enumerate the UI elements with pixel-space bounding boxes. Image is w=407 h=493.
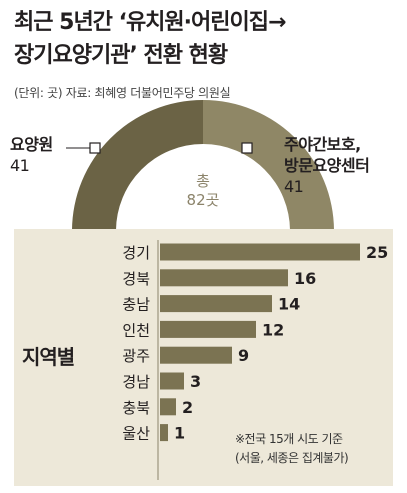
chart-title: 최근 5년간 ‘유치원·어린이집→ 장기요양기관’ 전환 현황 xyxy=(14,6,399,72)
total-value: 82곳 xyxy=(186,191,220,209)
footnote-line-2: (서울, 세종은 집계불가) xyxy=(235,451,349,465)
nursing-home-value: 41 xyxy=(10,156,30,175)
donut-marker-1 xyxy=(89,142,101,154)
bar-value-label: 2 xyxy=(182,398,193,417)
donut-segment-1 xyxy=(72,100,203,230)
footnote-line-1: ※전국 15개 시도 기준 xyxy=(235,432,343,446)
title-line-1: 최근 5년간 ‘유치원·어린이집→ xyxy=(14,10,286,35)
region-section-title: 지역별 xyxy=(22,345,75,369)
title-line-2: 장기요양기관’ 전환 현황 xyxy=(14,43,228,68)
bar-value-label: 9 xyxy=(238,346,249,365)
bar-4 xyxy=(160,320,256,338)
bar-value-label: 14 xyxy=(278,295,300,314)
donut-marker-2 xyxy=(241,142,253,154)
bar-category-label: 인천 xyxy=(122,321,150,339)
bar-2 xyxy=(160,269,288,287)
bar-category-label: 충북 xyxy=(122,399,150,417)
donut-label-daycare-homecare: 주야간보호, 방문요양센터 41 xyxy=(284,134,370,197)
nursing-home-name: 요양원 xyxy=(10,135,53,154)
bar-value-label: 3 xyxy=(190,372,201,391)
source-note: (단위: 곳) 자료: 최혜영 더불어민주당 의원실 xyxy=(14,86,231,100)
bar-value-label: 1 xyxy=(174,424,185,443)
bar-1 xyxy=(160,243,360,261)
bar-6 xyxy=(160,372,184,390)
bar-category-label: 경기 xyxy=(122,244,150,262)
donut-label-nursing-home: 요양원 41 xyxy=(10,134,53,176)
bar-3 xyxy=(160,295,272,313)
daycare-value: 41 xyxy=(284,177,304,196)
bar-8 xyxy=(160,424,168,442)
bar-7 xyxy=(160,398,176,416)
bar-category-label: 울산 xyxy=(122,425,150,443)
donut-segment-2 xyxy=(203,100,334,230)
bar-value-label: 16 xyxy=(294,269,316,288)
daycare-name-line-2: 방문요양센터 xyxy=(284,156,370,175)
bar-value-label: 25 xyxy=(366,243,388,262)
daycare-name-line-1: 주야간보호, xyxy=(284,135,361,154)
bar-category-label: 경남 xyxy=(122,373,150,391)
total-label: 총 xyxy=(196,172,210,190)
donut-center-total: 총 82곳 xyxy=(143,172,263,210)
bar-category-label: 경북 xyxy=(122,270,150,288)
bar-value-label: 12 xyxy=(262,320,284,339)
bar-category-label: 광주 xyxy=(122,347,150,365)
bar-category-label: 충남 xyxy=(122,296,150,314)
footnote: ※전국 15개 시도 기준 (서울, 세종은 집계불가) xyxy=(235,430,349,468)
half-donut-chart xyxy=(66,100,334,230)
bar-5 xyxy=(160,346,232,364)
